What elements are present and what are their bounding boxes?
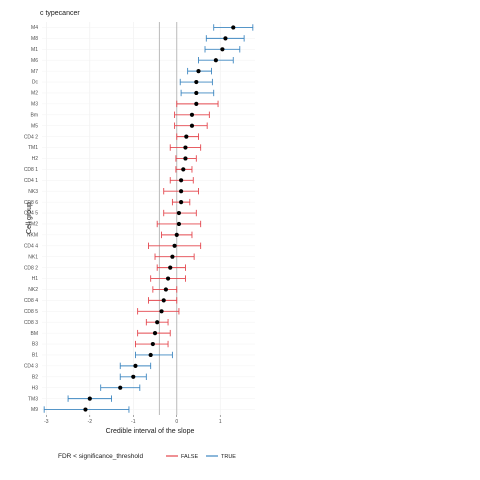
y-tick-label: M1	[31, 47, 38, 53]
x-tick-label: -1	[131, 419, 136, 425]
estimate-point	[170, 254, 175, 259]
y-tick-label: TM3	[28, 396, 38, 402]
estimate-point	[220, 47, 225, 52]
y-tick-label: CD8 6	[24, 200, 38, 206]
estimate-point	[176, 221, 182, 227]
y-tick-label: Bm	[31, 112, 39, 118]
estimate-point	[196, 69, 201, 74]
y-tick-label: TM1	[28, 145, 38, 151]
estimate-point	[183, 145, 188, 150]
estimate-point	[174, 232, 179, 237]
y-tick-label: M7	[31, 69, 38, 75]
x-tick-label: 0	[175, 419, 178, 425]
estimate-point	[172, 243, 177, 248]
estimate-point	[189, 112, 195, 117]
y-tick-label: M8	[31, 36, 38, 42]
estimate-point	[189, 123, 195, 128]
legend-label-false: FALSE	[181, 454, 198, 460]
estimate-point	[223, 36, 228, 41]
y-tick-label: NK3	[28, 189, 38, 195]
estimate-point	[176, 210, 182, 216]
y-tick-label: B3	[32, 342, 38, 348]
estimate-point	[118, 385, 123, 390]
y-tick-label: CD8 3	[24, 320, 38, 326]
y-tick-label: M6	[31, 58, 38, 64]
estimate-point	[152, 331, 158, 336]
y-tick-label: CD8 4	[24, 298, 38, 304]
estimate-point	[231, 25, 236, 30]
y-tick-label: CD8 1	[24, 167, 38, 173]
estimate-point	[131, 374, 136, 379]
x-tick-label: -3	[44, 419, 49, 425]
y-tick-label: TM2	[28, 222, 38, 228]
estimate-point	[165, 276, 171, 281]
y-tick-label: B2	[32, 374, 38, 380]
reference-lines	[158, 22, 178, 415]
y-tick-label: H3	[32, 385, 39, 391]
y-tick-label: CD8 5	[24, 309, 38, 315]
y-tick-label: M2	[31, 91, 38, 97]
estimate-point	[83, 407, 88, 412]
y-tick-label: CD4 1	[24, 178, 38, 184]
y-tick-label: CD8 2	[24, 265, 38, 271]
estimate-point	[194, 90, 199, 96]
gridlines	[42, 22, 255, 415]
x-axis-ticks: -3 -2 -1 0 1	[44, 415, 222, 425]
y-tick-label: Dc	[32, 80, 39, 86]
x-tick-label: -2	[88, 419, 93, 425]
estimate-point	[87, 396, 92, 401]
y-tick-label: M3	[31, 102, 38, 108]
y-axis-title: Cell group	[26, 202, 33, 234]
y-tick-label: B1	[32, 353, 38, 359]
y-tick-label: CD4 3	[24, 364, 38, 370]
y-tick-label: NKM	[27, 233, 38, 239]
estimate-point	[179, 200, 184, 205]
estimate-point	[155, 320, 160, 325]
y-tick-label: BM	[31, 331, 39, 337]
y-tick-label: M9	[31, 407, 38, 413]
y-axis-tick-labels: M4 M8 M1 M6 M7 Dc M2 M3 Bm M5 CD4 2 TM1 H2 CD8 1 CD4 1…	[24, 25, 39, 413]
estimate-point	[184, 134, 189, 139]
estimate-point	[168, 265, 173, 270]
chart-title: c typecancer	[40, 10, 80, 17]
legend: FDR < significance_threshold FALSE TRUE	[58, 453, 236, 460]
y-tick-label: NK2	[28, 287, 38, 293]
estimate-point	[133, 363, 138, 368]
estimate-point	[213, 58, 218, 63]
legend-label-true: TRUE	[221, 454, 236, 460]
y-tick-label: M5	[31, 123, 38, 129]
legend-title: FDR < significance_threshold	[58, 453, 143, 460]
y-tick-label: CD4 5	[24, 211, 38, 217]
slope-estimates	[83, 25, 236, 412]
estimate-point	[161, 298, 166, 303]
estimate-point	[194, 79, 199, 85]
x-tick-label: 1	[219, 419, 222, 425]
x-axis-title: Credible interval of the slope	[106, 428, 195, 435]
estimate-point	[163, 287, 168, 292]
y-tick-label: CD4 4	[24, 243, 38, 249]
estimate-point	[179, 189, 184, 194]
y-tick-label: NK1	[28, 254, 38, 260]
y-tick-label: H2	[32, 156, 39, 162]
estimate-point	[179, 178, 184, 183]
estimate-point	[148, 352, 153, 358]
estimate-point	[181, 167, 186, 172]
estimate-point	[194, 101, 199, 106]
estimate-point	[159, 309, 164, 314]
y-tick-label: M4	[31, 25, 38, 31]
y-tick-label: H1	[32, 276, 39, 282]
y-tick-label: CD4 2	[24, 134, 38, 140]
estimate-point	[183, 156, 188, 161]
estimate-point	[150, 341, 155, 347]
